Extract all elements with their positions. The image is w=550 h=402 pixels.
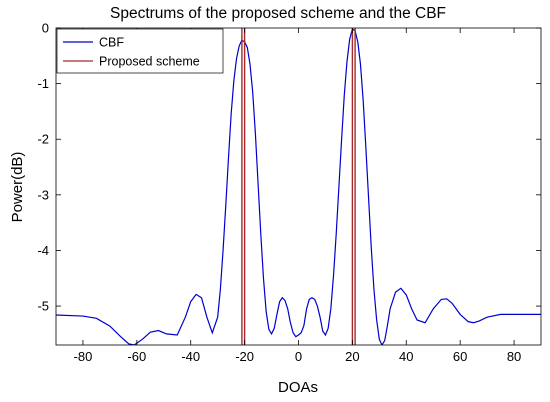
plot-axes: -80 -60 -40 -20 0 20 40 60 80 0 -1 -2 -3 -4 -5 CBF Propo… — [37, 21, 542, 364]
legend-entry-label: Proposed scheme — [99, 55, 200, 69]
y-tick-label: -1 — [37, 76, 49, 91]
x-tick-label: -80 — [74, 349, 93, 364]
legend-box — [56, 28, 224, 74]
y-tick-label: -3 — [37, 187, 49, 202]
x-tick-label: -20 — [235, 349, 254, 364]
x-tick-label: -40 — [181, 349, 200, 364]
x-tick-label: 80 — [507, 349, 521, 364]
y-axis-label: Power(dB) — [9, 152, 26, 223]
plot-frame — [55, 27, 542, 346]
chart-title: Spectrums of the proposed scheme and the… — [110, 5, 446, 22]
x-tick-label: -60 — [127, 349, 146, 364]
y-tick-label: -5 — [37, 299, 49, 314]
x-tick-label: 40 — [399, 349, 413, 364]
x-axis-label: DOAs — [278, 379, 318, 396]
series-line-cbf — [56, 28, 541, 345]
legend-entry-label: CBF — [99, 36, 124, 50]
y-tick-label: -4 — [37, 243, 49, 258]
x-tick-label: 0 — [295, 349, 302, 364]
y-tick-label: -2 — [37, 132, 49, 147]
x-tick-label: 60 — [453, 349, 467, 364]
y-tick-label: 0 — [42, 21, 49, 36]
x-tick-label: 20 — [345, 349, 359, 364]
